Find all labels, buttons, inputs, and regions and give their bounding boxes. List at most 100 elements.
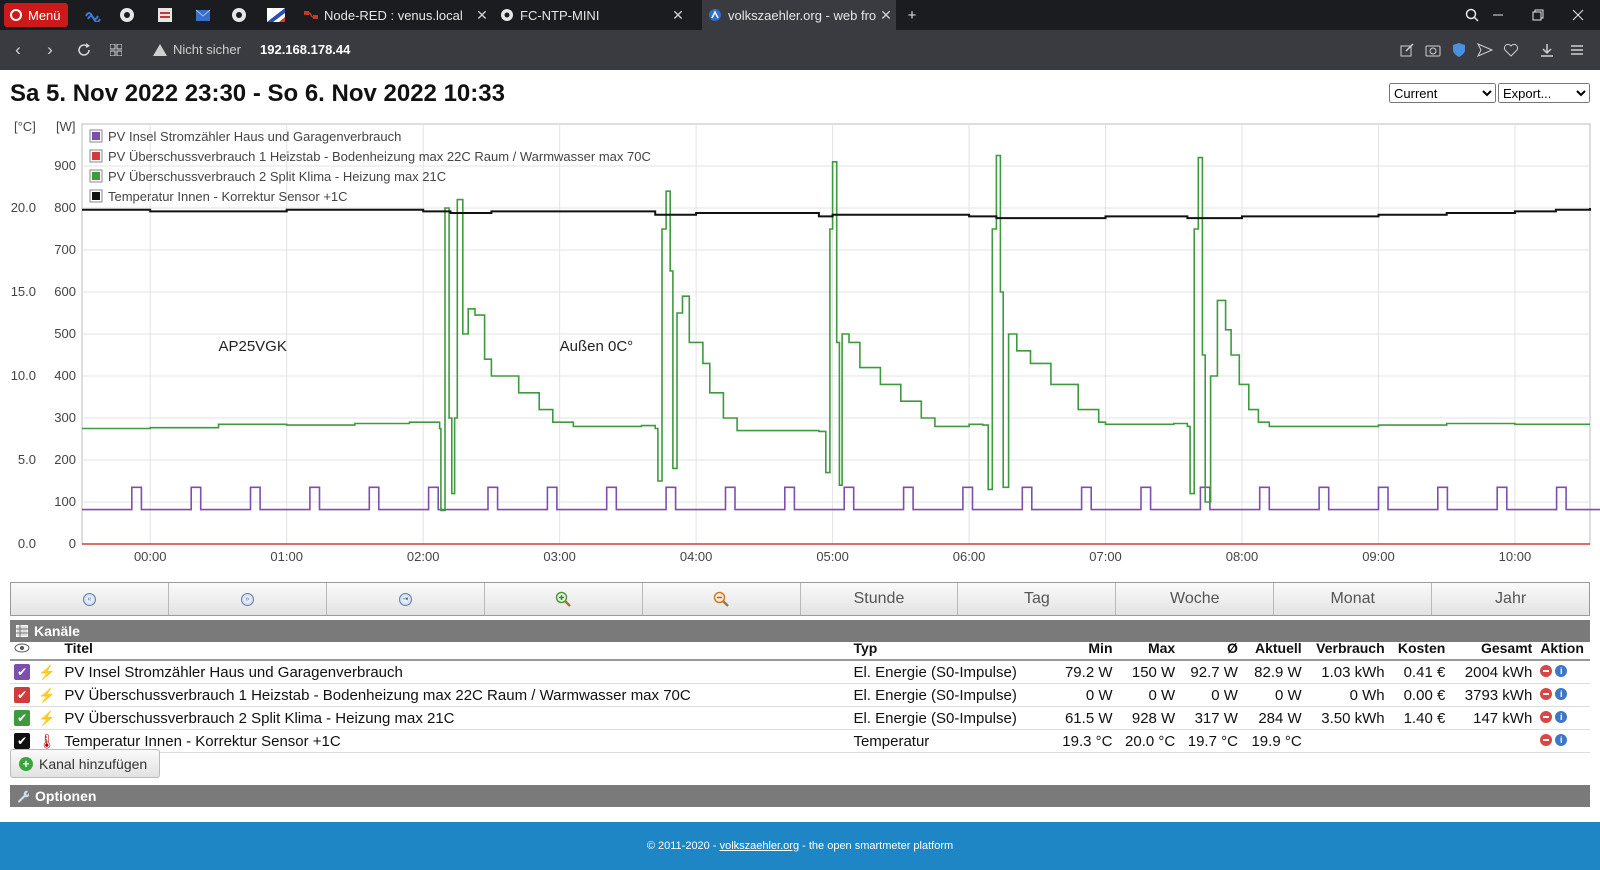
security-indicator[interactable]: Nicht sicher bbox=[153, 42, 241, 57]
channel-actions: i bbox=[1536, 683, 1590, 707]
info-icon[interactable]: i bbox=[1555, 664, 1568, 677]
channel-current: 0 W bbox=[1241, 683, 1306, 707]
visibility-checkbox[interactable]: ✔ bbox=[14, 664, 31, 680]
x-tick-label: 02:00 bbox=[407, 549, 440, 564]
skip-end-icon: ⇥ bbox=[398, 592, 412, 606]
channels-section-header[interactable]: Kanäle bbox=[10, 620, 1590, 642]
pinned-tab-2[interactable] bbox=[116, 4, 138, 26]
zoom-in-button[interactable] bbox=[485, 583, 643, 615]
reload-button[interactable] bbox=[72, 38, 96, 62]
visibility-checkbox[interactable]: ✔ bbox=[14, 710, 31, 726]
bookmark-button[interactable] bbox=[1500, 39, 1522, 61]
easy-setup-button[interactable] bbox=[1566, 39, 1588, 61]
pinned-tab-4[interactable] bbox=[192, 4, 214, 26]
visibility-checkbox[interactable]: ✔ bbox=[14, 733, 31, 749]
table-row[interactable]: ✔ ⚡ PV Überschussverbrauch 1 Heizstab - Bo… bbox=[10, 683, 1590, 707]
close-icon[interactable]: ✕ bbox=[476, 6, 488, 23]
tab-volkszaehler[interactable]: volkszaehler.org - web fron ✕ bbox=[702, 0, 896, 30]
chart-legend: PV Insel Stromzähler Haus und Garagenver… bbox=[89, 129, 651, 204]
flag-icon bbox=[267, 8, 285, 22]
channel-consumption bbox=[1305, 729, 1389, 753]
add-channel-button[interactable]: + Kanal hinzufügen bbox=[10, 749, 161, 778]
globe-icon bbox=[232, 8, 246, 22]
visibility-cell: ✔ bbox=[10, 706, 35, 730]
table-row[interactable]: ✔ ⚡ PV Insel Stromzähler Haus und Garagenv… bbox=[10, 660, 1590, 684]
back-button[interactable]: ‹ bbox=[6, 38, 30, 62]
x-tick-label: 04:00 bbox=[680, 549, 713, 564]
type-header[interactable]: Typ bbox=[849, 637, 1048, 661]
min-header[interactable]: Min bbox=[1047, 637, 1117, 661]
delete-icon[interactable] bbox=[1540, 733, 1553, 746]
range-day-button[interactable]: Tag bbox=[958, 583, 1117, 615]
send-button[interactable] bbox=[1474, 39, 1496, 61]
move-to-now-button[interactable]: ⇥ bbox=[327, 583, 485, 615]
info-icon[interactable]: i bbox=[1555, 733, 1568, 746]
avg-header[interactable]: Ø bbox=[1179, 637, 1242, 661]
delete-icon[interactable] bbox=[1540, 664, 1553, 677]
title-header[interactable]: Titel bbox=[60, 637, 850, 661]
range-week-button[interactable]: Woche bbox=[1116, 583, 1275, 615]
pinned-tab-1[interactable] bbox=[82, 4, 104, 26]
range-hour-button[interactable]: Stunde bbox=[801, 583, 959, 615]
footer-link[interactable]: volkszaehler.org bbox=[719, 840, 800, 852]
tab-fc-ntp-mini[interactable]: FC-NTP-MINI ✕ bbox=[494, 0, 688, 30]
move-back-button[interactable]: « bbox=[11, 583, 169, 615]
lightning-icon: ⚡ bbox=[38, 686, 56, 703]
visibility-cell: ✔ bbox=[10, 683, 35, 707]
channel-avg: 317 W bbox=[1179, 706, 1242, 730]
options-section-header[interactable]: Optionen bbox=[10, 785, 1590, 807]
info-icon[interactable]: i bbox=[1555, 710, 1568, 723]
snapshot-button[interactable] bbox=[1422, 39, 1444, 61]
y-tick-label-watt: 300 bbox=[54, 410, 76, 425]
speed-dial-button[interactable] bbox=[104, 38, 128, 62]
max-header[interactable]: Max bbox=[1116, 637, 1180, 661]
legend-swatch bbox=[92, 192, 100, 200]
channel-min: 79.2 W bbox=[1047, 660, 1117, 684]
channel-avg: 92.7 W bbox=[1179, 660, 1242, 684]
pinned-tab-3[interactable] bbox=[154, 4, 176, 26]
visibility-checkbox[interactable]: ✔ bbox=[14, 687, 31, 703]
restore-button[interactable] bbox=[1526, 4, 1550, 26]
channel-consumption: 1.03 kWh bbox=[1305, 660, 1389, 684]
pinned-tab-5[interactable] bbox=[228, 4, 250, 26]
consumption-header[interactable]: Verbrauch bbox=[1305, 637, 1389, 661]
chevron-right-icon: › bbox=[47, 40, 53, 59]
delete-icon[interactable] bbox=[1540, 687, 1553, 700]
browser-tab-bar: Menü Node-RED : venus.local ✕ FC-NTP-MIN… bbox=[0, 0, 1600, 30]
tab-search-button[interactable] bbox=[1460, 4, 1484, 26]
url-field[interactable]: 192.168.178.44 bbox=[260, 42, 351, 57]
range-month-button[interactable]: Monat bbox=[1274, 583, 1433, 615]
cost-header[interactable]: Kosten bbox=[1388, 637, 1450, 661]
channel-avg: 0 W bbox=[1179, 683, 1242, 707]
opera-menu-button[interactable]: Menü bbox=[4, 3, 68, 27]
total-header[interactable]: Gesamt bbox=[1449, 637, 1537, 661]
move-forward-button[interactable]: » bbox=[169, 583, 327, 615]
zoom-out-button[interactable] bbox=[643, 583, 801, 615]
close-icon[interactable]: ✕ bbox=[672, 6, 684, 23]
close-window-button[interactable] bbox=[1566, 4, 1590, 26]
table-row[interactable]: ✔ 🌡 Temperatur Innen - Korrektur Sensor +1… bbox=[10, 729, 1590, 753]
node-red-icon bbox=[304, 11, 318, 19]
new-tab-button[interactable]: + bbox=[900, 4, 924, 26]
range-year-button[interactable]: Jahr bbox=[1495, 590, 1527, 607]
forward-button[interactable]: › bbox=[38, 38, 62, 62]
legend-swatch bbox=[92, 152, 100, 160]
table-row[interactable]: ✔ ⚡ PV Überschussverbrauch 2 Split Klima -… bbox=[10, 706, 1590, 730]
vpn-button[interactable] bbox=[1448, 39, 1470, 61]
shield-icon bbox=[1453, 43, 1465, 57]
info-icon[interactable]: i bbox=[1555, 687, 1568, 700]
tab-node-red[interactable]: Node-RED : venus.local ✕ bbox=[298, 0, 492, 30]
x-tick-label: 05:00 bbox=[816, 549, 849, 564]
downloads-button[interactable] bbox=[1536, 39, 1558, 61]
delete-icon[interactable] bbox=[1540, 710, 1553, 723]
pinned-tab-6[interactable] bbox=[265, 4, 287, 26]
edit-button[interactable] bbox=[1396, 39, 1418, 61]
minimize-button[interactable] bbox=[1486, 4, 1510, 26]
current-header[interactable]: Aktuell bbox=[1241, 637, 1306, 661]
close-icon[interactable]: ✕ bbox=[880, 6, 892, 23]
mode-select[interactable]: Current bbox=[1389, 83, 1496, 103]
y-tick-label-temp: 20.0 bbox=[11, 200, 36, 215]
export-select[interactable]: Export... bbox=[1498, 83, 1590, 103]
consumption-chart[interactable]: [°C] [W] 0 100 200 300 400 500 600 700 800 900 0.0… bbox=[0, 114, 1600, 580]
reload-icon bbox=[78, 43, 90, 56]
